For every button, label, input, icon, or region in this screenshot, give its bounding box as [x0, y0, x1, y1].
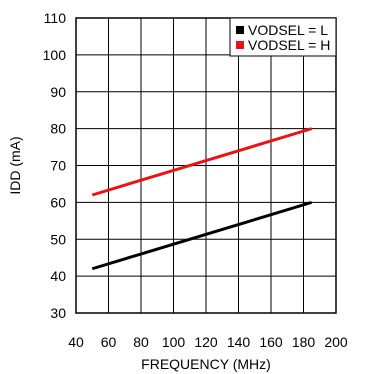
legend-box [229, 17, 337, 57]
x-tick-label: 140 [227, 334, 251, 350]
x-tick-label: 60 [101, 334, 117, 350]
y-tick-label: 80 [50, 121, 66, 137]
y-tick-label: 50 [50, 231, 66, 247]
y-tick-label: 110 [44, 10, 67, 26]
y-tick-label: 40 [50, 268, 66, 284]
x-tick-label: 80 [133, 334, 149, 350]
legend-swatch-vodsel-h [236, 41, 244, 49]
grid [75, 17, 337, 314]
x-tick-label: 160 [259, 334, 283, 350]
y-tick-label: 60 [50, 194, 66, 210]
plot-frame [75, 17, 337, 314]
series-line-0 [91, 200, 313, 271]
legend: VODSEL = L VODSEL = H [229, 17, 337, 57]
y-axis-label: IDD (mA) [7, 136, 23, 194]
y-tick-label: 70 [50, 158, 66, 174]
y-tick-labels: 30 40 50 60 70 80 90 100 110 [43, 10, 67, 321]
series-lines [91, 127, 313, 271]
legend-label-vodsel-l: VODSEL = L [248, 22, 328, 38]
x-tick-label: 120 [194, 334, 218, 350]
x-tick-labels: 40 60 80 100 120 140 160 180 200 [68, 334, 348, 350]
x-tick-label: 100 [162, 334, 186, 350]
x-tick-label: 40 [68, 334, 84, 350]
y-tick-label: 30 [50, 305, 66, 321]
x-tick-label: 200 [324, 334, 348, 350]
y-tick-label: 90 [50, 84, 66, 100]
legend-label-vodsel-h: VODSEL = H [248, 37, 330, 53]
x-axis-label: FREQUENCY (MHz) [141, 356, 271, 372]
x-tick-label: 180 [292, 334, 316, 350]
series-line-1 [91, 127, 313, 197]
y-tick-label: 100 [43, 47, 67, 63]
legend-swatch-vodsel-l [236, 26, 244, 34]
